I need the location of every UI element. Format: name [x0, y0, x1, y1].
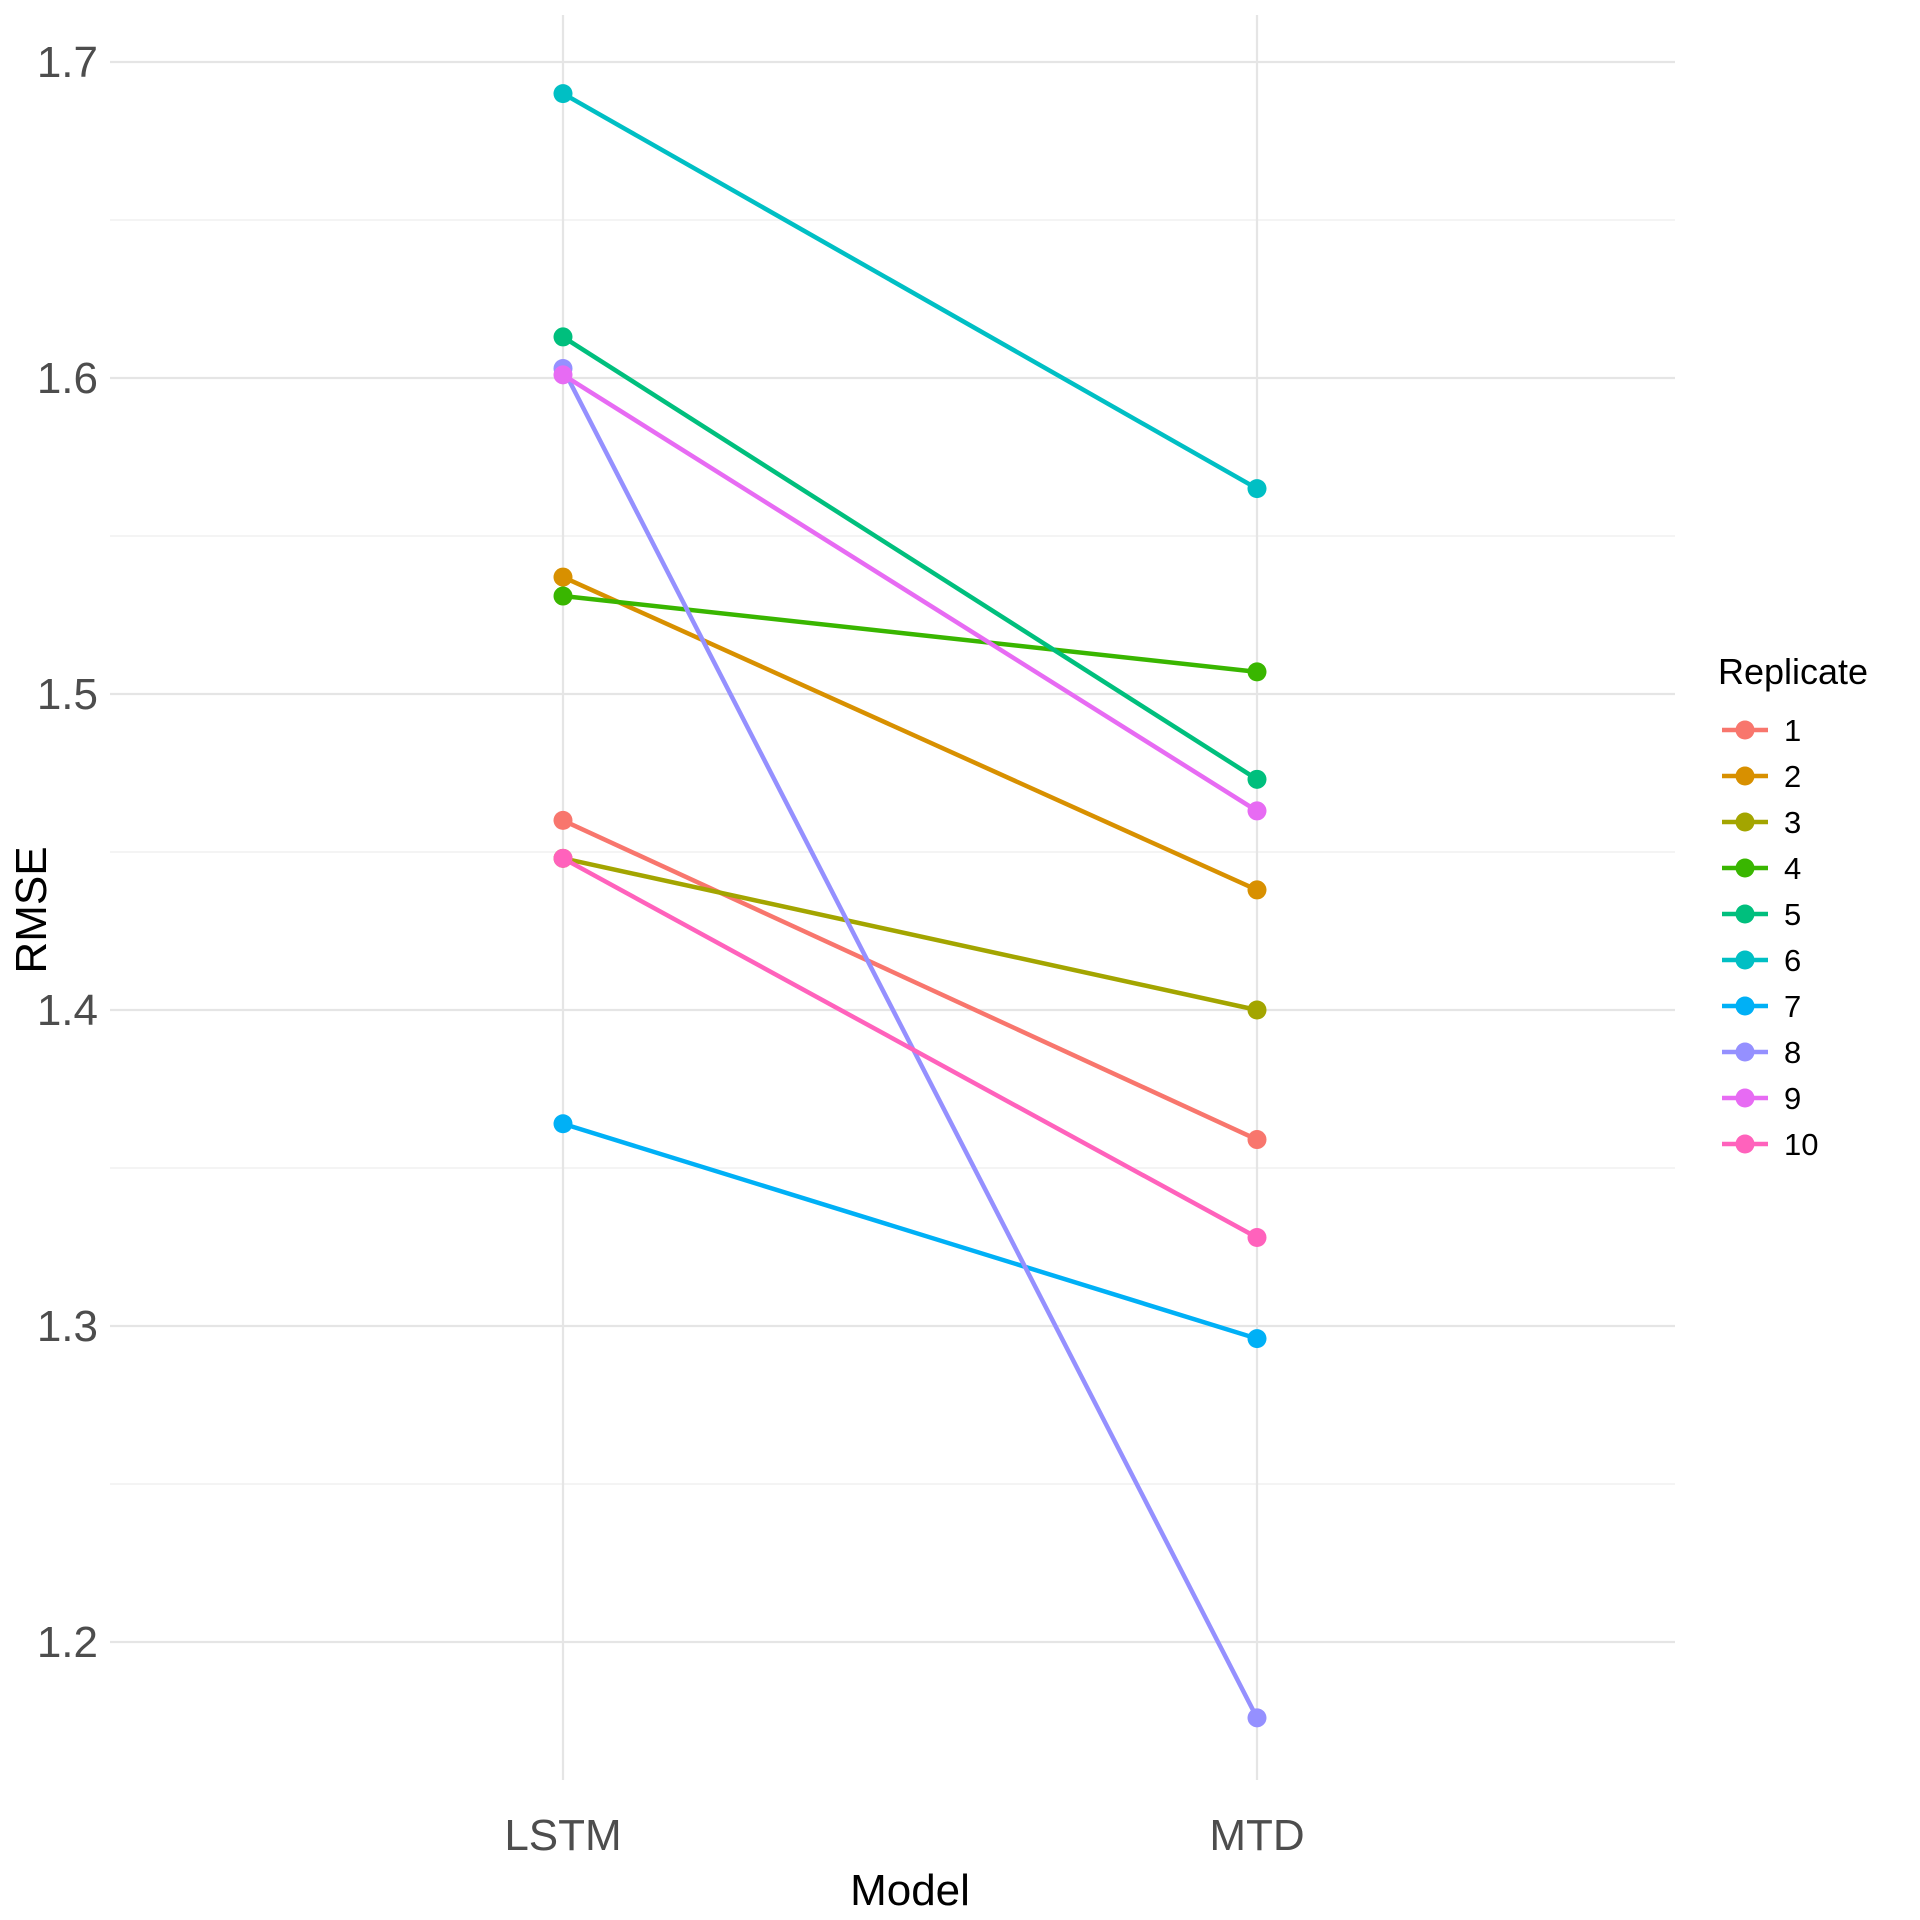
data-point-10-mtd — [1247, 1228, 1267, 1248]
legend-key-point — [1735, 858, 1755, 878]
legend-item-1: 1 — [1722, 713, 1801, 748]
series-line-10 — [561, 856, 1259, 1240]
legend-key-point — [1735, 1088, 1755, 1108]
y-tick-label: 1.6 — [37, 354, 98, 403]
data-point-5-mtd — [1247, 769, 1267, 789]
legend-key-point — [1735, 996, 1755, 1016]
series-line-1 — [562, 818, 1258, 1142]
y-tick-labels: 1.2 1.3 1.4 1.5 1.6 1.7 — [37, 38, 98, 1667]
data-point-4-mtd — [1247, 662, 1267, 682]
legend-item-4: 4 — [1722, 851, 1801, 886]
legend-key-point — [1735, 766, 1755, 786]
x-tick-label: MTD — [1209, 1811, 1304, 1860]
series-line-4 — [562, 593, 1258, 675]
legend: Replicate 1 2 3 4 5 6 7 8 9 10 — [1718, 651, 1868, 1162]
x-tick-label: LSTM — [504, 1811, 621, 1860]
series-line-9 — [561, 372, 1259, 813]
y-tick-label: 1.5 — [37, 670, 98, 719]
legend-label: 3 — [1784, 805, 1801, 840]
legend-label: 1 — [1784, 713, 1801, 748]
series-line-6 — [561, 91, 1259, 491]
legend-label: 2 — [1784, 759, 1801, 794]
y-tick-label: 1.2 — [37, 1618, 98, 1667]
y-tick-label: 1.7 — [37, 38, 98, 87]
legend-item-7: 7 — [1722, 989, 1801, 1024]
legend-label: 5 — [1784, 897, 1801, 932]
legend-item-3: 3 — [1722, 805, 1801, 840]
legend-item-8: 8 — [1722, 1035, 1801, 1070]
legend-label: 7 — [1784, 989, 1801, 1024]
series-line-8 — [560, 367, 1260, 1719]
data-point-1-lstm — [553, 810, 573, 830]
legend-item-5: 5 — [1722, 897, 1801, 932]
data-point-2-mtd — [1247, 880, 1267, 900]
legend-label: 8 — [1784, 1035, 1801, 1070]
series-line-7 — [562, 1121, 1258, 1341]
data-point-4-lstm — [553, 586, 573, 606]
legend-label: 4 — [1784, 851, 1801, 886]
data-point-2-lstm — [553, 567, 573, 587]
legend-item-9: 9 — [1722, 1081, 1801, 1116]
x-tick-labels: LSTM MTD — [504, 1811, 1304, 1860]
series-line-3 — [562, 856, 1258, 1013]
series-line-2 — [562, 575, 1258, 892]
data-point-9-lstm — [553, 365, 573, 385]
minor-gridlines — [110, 219, 1675, 1485]
legend-label: 6 — [1784, 943, 1801, 978]
data-point-7-lstm — [553, 1114, 573, 1134]
legend-key-point — [1735, 904, 1755, 924]
legend-key-point — [1735, 950, 1755, 970]
legend-item-2: 2 — [1722, 759, 1801, 794]
legend-label: 9 — [1784, 1081, 1801, 1116]
data-point-1-mtd — [1247, 1130, 1267, 1150]
data-point-7-mtd — [1247, 1329, 1267, 1349]
series-points — [553, 84, 1267, 1728]
legend-item-6: 6 — [1722, 943, 1801, 978]
legend-key-point — [1735, 1134, 1755, 1154]
data-point-6-mtd — [1247, 479, 1267, 499]
legend-items: 1 2 3 4 5 6 7 8 9 10 — [1722, 713, 1818, 1162]
y-axis-title: RMSE — [7, 846, 56, 973]
data-point-5-lstm — [553, 327, 573, 347]
series-lines — [560, 91, 1260, 1719]
legend-item-10: 10 — [1722, 1127, 1818, 1162]
series-line-5 — [561, 335, 1259, 782]
legend-label: 10 — [1784, 1127, 1818, 1162]
legend-key-point — [1735, 1042, 1755, 1062]
data-point-8-mtd — [1247, 1708, 1267, 1728]
y-tick-label: 1.3 — [37, 1302, 98, 1351]
data-point-10-lstm — [553, 848, 573, 868]
data-point-6-lstm — [553, 84, 573, 104]
legend-key-point — [1735, 812, 1755, 832]
data-point-9-mtd — [1247, 801, 1267, 821]
legend-key-point — [1735, 720, 1755, 740]
legend-title: Replicate — [1718, 651, 1868, 692]
data-point-3-mtd — [1247, 1000, 1267, 1020]
x-axis-title: Model — [850, 1866, 970, 1915]
y-tick-label: 1.4 — [37, 986, 98, 1035]
